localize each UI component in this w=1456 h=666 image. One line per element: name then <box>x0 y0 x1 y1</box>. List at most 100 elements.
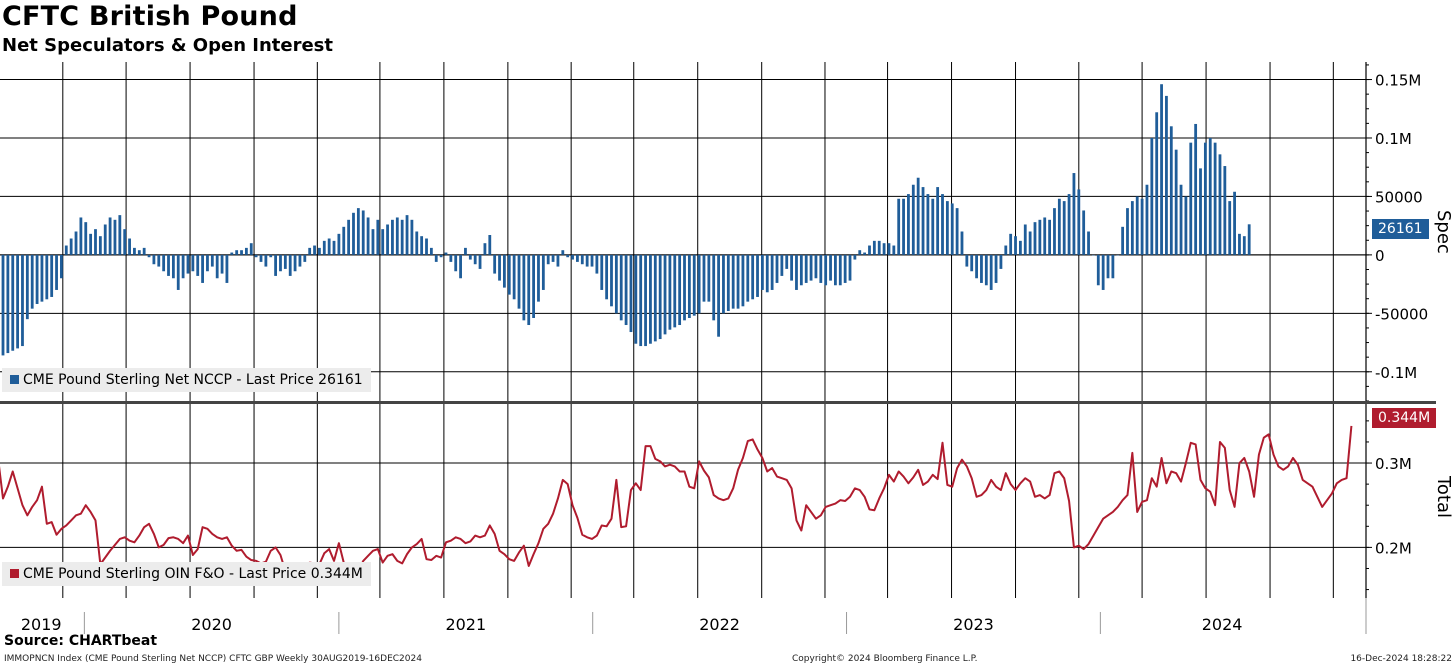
spec-bar <box>1213 142 1217 255</box>
spec-bar <box>892 245 896 255</box>
spec-bar <box>337 233 341 255</box>
spec-bar <box>361 210 365 255</box>
spec-bar <box>668 254 672 330</box>
spec-bar <box>517 254 521 309</box>
spec-bar <box>639 254 643 347</box>
spec-bar <box>736 254 740 309</box>
spec-bar <box>863 252 867 255</box>
spec-bar <box>1018 240 1022 255</box>
spec-bar <box>653 254 657 342</box>
spec-bar <box>318 247 321 255</box>
spec-bar <box>240 250 243 255</box>
spec-bar <box>1121 226 1125 255</box>
spec-bar <box>980 254 983 283</box>
spec-bar <box>819 254 823 283</box>
spec-bar <box>167 254 170 276</box>
spec-bar <box>352 212 355 255</box>
spec-bar <box>171 254 175 279</box>
spec-bar <box>804 254 808 283</box>
spec-bar <box>765 254 769 293</box>
axes <box>0 62 1436 634</box>
spec-bar <box>1116 254 1120 256</box>
spec-bar <box>181 254 185 279</box>
spec-bar <box>415 231 419 255</box>
spec-bar <box>35 254 39 304</box>
spec-bar <box>386 224 389 255</box>
spec-bar <box>356 208 360 255</box>
spec-bar <box>410 219 414 255</box>
spec-bar <box>405 215 409 255</box>
legend-spec-swatch <box>10 375 19 384</box>
spec-bar <box>955 208 959 255</box>
spec-bar <box>644 254 647 347</box>
spec-bar <box>425 238 428 255</box>
source-note: Source: CHARTbeat <box>4 633 158 649</box>
spec-bar <box>522 254 526 321</box>
spec-bar <box>541 254 545 290</box>
spec-bar <box>911 184 915 255</box>
spec-bar <box>6 254 10 354</box>
spec-bar <box>921 187 925 255</box>
spec-bar <box>809 254 813 281</box>
spec-bar <box>566 254 570 258</box>
spec-bar <box>55 254 58 290</box>
spec-bar <box>1038 219 1042 255</box>
spec-bar <box>176 254 180 290</box>
spec-bar <box>1077 189 1081 255</box>
spec-bar <box>493 254 497 274</box>
spec-bar <box>1028 231 1032 255</box>
spec-bar <box>89 233 93 255</box>
spec-bar <box>1160 84 1163 255</box>
x-tick-labels: 2019 2020 2021 2022 2023 2024 <box>21 615 1243 634</box>
spec-bar <box>907 194 910 255</box>
spec-bar <box>1057 198 1061 255</box>
spec-bar <box>610 254 613 307</box>
spec-bar <box>1096 254 1100 286</box>
spec-bar <box>975 254 978 279</box>
spec-bar <box>950 203 954 255</box>
footer-copyright: Copyright© 2024 Bloomberg Finance L.P. <box>792 654 978 664</box>
spec-bar <box>459 254 462 279</box>
spec-bar <box>902 198 905 255</box>
spec-bar <box>25 254 29 320</box>
spec-bar <box>191 254 195 272</box>
spec-bar <box>561 250 565 255</box>
chart-subtitle: Net Speculators & Open Interest <box>2 35 333 56</box>
legend-oi-label: CME Pound Sterling OIN F&O - Last Price … <box>23 566 363 582</box>
spec-bar <box>834 254 837 286</box>
spec-bar <box>1048 219 1051 255</box>
spec-bar <box>439 254 443 258</box>
spec-bar <box>483 243 487 255</box>
legend-oi-swatch <box>10 569 19 578</box>
spec-bar <box>108 217 112 255</box>
spec-bar <box>1087 231 1090 255</box>
spec-bar <box>64 245 68 255</box>
spec-bar <box>619 254 623 321</box>
spec-bar <box>444 252 448 255</box>
spec-bar <box>279 254 282 272</box>
spec-bar <box>249 243 253 255</box>
oi-axis-title: Total <box>1433 476 1454 519</box>
spec-bar <box>1150 137 1154 255</box>
spec-bar <box>1014 236 1017 255</box>
spec-bar <box>965 254 969 267</box>
spec-bar <box>1199 168 1202 255</box>
spec-bar <box>1218 154 1222 255</box>
spec-bar <box>989 254 993 290</box>
spec-bar <box>683 254 686 321</box>
spec-bar <box>760 254 764 290</box>
spec-bar <box>1165 95 1168 255</box>
spec-bar <box>60 254 63 279</box>
spec-bar <box>1082 210 1086 255</box>
spec-bar <box>795 254 798 290</box>
spec-bar <box>678 254 682 326</box>
spec-bar <box>50 254 54 297</box>
x-tick-label: 2023 <box>953 615 994 634</box>
spec-bar <box>707 254 711 302</box>
spec-bar <box>21 254 24 347</box>
spec-bar <box>488 235 492 255</box>
spec-bar <box>605 254 609 300</box>
spec-bar <box>1004 245 1008 255</box>
spec-bar <box>1072 173 1076 255</box>
spec-bar <box>882 243 886 255</box>
